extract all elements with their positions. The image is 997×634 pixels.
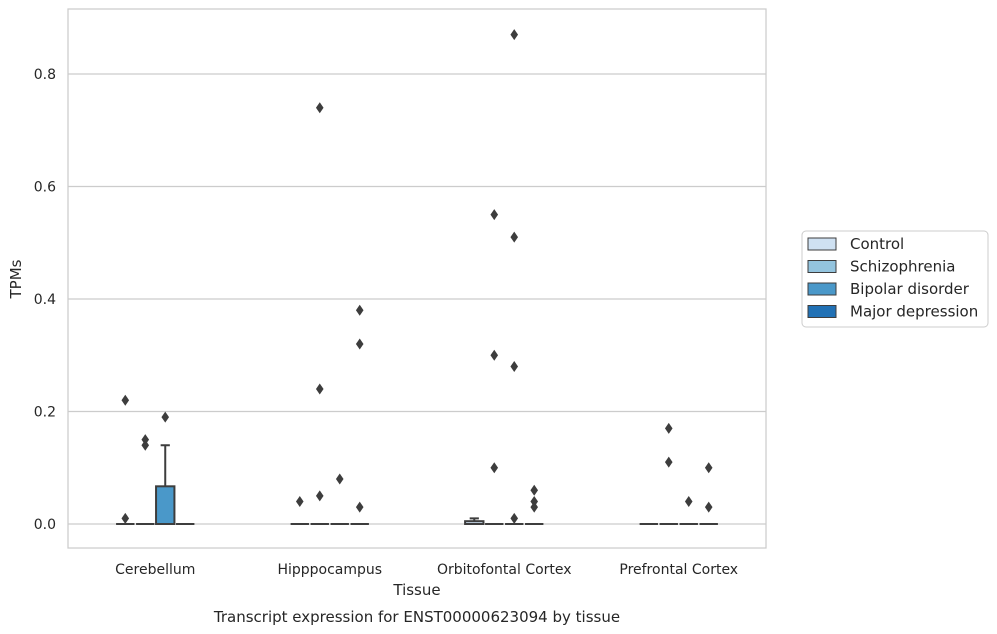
box-plot-area bbox=[116, 29, 718, 525]
outlier-point bbox=[530, 484, 539, 496]
legend-frame bbox=[801, 230, 989, 328]
outlier-point bbox=[510, 29, 519, 41]
y-tick-label: 0.8 bbox=[34, 67, 56, 83]
outlier-point bbox=[684, 496, 693, 507]
outlier-point bbox=[530, 496, 539, 507]
box-bipolar-disorder bbox=[330, 473, 349, 525]
x-tick-label: Hipppocampus bbox=[277, 562, 382, 578]
x-tick-label: Prefrontal Cortex bbox=[619, 562, 738, 578]
legend-swatch bbox=[807, 282, 837, 296]
y-axis-ticks: 0.0 0.2 0.4 0.6 0.8 bbox=[34, 67, 56, 533]
outlier-point bbox=[510, 512, 519, 524]
x-tick-label: Cerebellum bbox=[115, 562, 195, 578]
outlier-point bbox=[315, 102, 324, 114]
outlier-point bbox=[664, 422, 673, 434]
outlier-point bbox=[121, 512, 130, 524]
box-schizophrenia bbox=[485, 209, 504, 525]
outlier-point bbox=[121, 394, 130, 406]
y-tick-label: 0.2 bbox=[34, 405, 56, 421]
y-tick-label: 0.6 bbox=[34, 180, 56, 196]
outlier-point bbox=[335, 473, 344, 485]
legend-label: Bipolar disorder bbox=[850, 280, 970, 298]
box-schizophrenia bbox=[136, 434, 155, 525]
chart-title: Transcript expression for ENST0000062309… bbox=[213, 608, 620, 626]
outlier-point bbox=[704, 462, 713, 474]
grid-lines bbox=[68, 73, 766, 525]
outlier-point bbox=[510, 231, 519, 243]
outlier-point bbox=[355, 304, 364, 316]
x-axis-ticks: Cerebellum Hipppocampus Orbitofontal Corte… bbox=[115, 562, 738, 578]
legend-swatch bbox=[807, 237, 837, 251]
y-tick-label: 0.0 bbox=[34, 517, 56, 533]
box-control bbox=[290, 496, 309, 525]
box-control bbox=[464, 517, 485, 525]
y-axis-title: TPMs bbox=[7, 259, 25, 299]
legend-label: Control bbox=[850, 235, 904, 253]
outlier-point bbox=[355, 338, 364, 350]
box-schizophrenia bbox=[659, 422, 678, 525]
outlier-point bbox=[141, 434, 150, 446]
legend-swatch bbox=[807, 260, 837, 273]
legend-swatch bbox=[807, 305, 837, 318]
y-tick-label: 0.4 bbox=[34, 292, 56, 308]
box-bipolar-disorder bbox=[679, 496, 698, 525]
box-bipolar-disorder bbox=[505, 29, 524, 525]
box-schizophrenia bbox=[310, 102, 329, 525]
outlier-point bbox=[141, 439, 150, 451]
outlier-point bbox=[704, 501, 713, 513]
outlier-point bbox=[315, 383, 324, 395]
plot-frame bbox=[67, 8, 767, 549]
x-axis-title: Tissue bbox=[392, 581, 440, 599]
box-iqr bbox=[155, 485, 176, 525]
x-tick-label: Orbitofontal Cortex bbox=[437, 562, 572, 578]
box-bipolar-disorder bbox=[155, 411, 176, 525]
outlier-point bbox=[295, 496, 304, 507]
box-major-depression bbox=[525, 484, 544, 525]
legend-label: Schizophrenia bbox=[850, 258, 955, 276]
box-control bbox=[116, 394, 135, 525]
legend: Control Schizophrenia Bipolar disorder Majo… bbox=[801, 230, 989, 328]
outlier-point bbox=[664, 456, 673, 468]
legend-label: Major depression bbox=[850, 303, 978, 321]
outlier-point bbox=[490, 209, 499, 221]
outlier-point bbox=[355, 501, 364, 513]
outlier-point bbox=[161, 411, 170, 423]
outlier-point bbox=[490, 462, 499, 474]
outlier-point bbox=[490, 349, 499, 361]
outlier-point bbox=[315, 490, 324, 502]
outlier-point bbox=[530, 501, 539, 513]
box-major-depression bbox=[699, 462, 718, 525]
box-major-depression bbox=[350, 304, 369, 525]
outlier-point bbox=[510, 361, 519, 372]
